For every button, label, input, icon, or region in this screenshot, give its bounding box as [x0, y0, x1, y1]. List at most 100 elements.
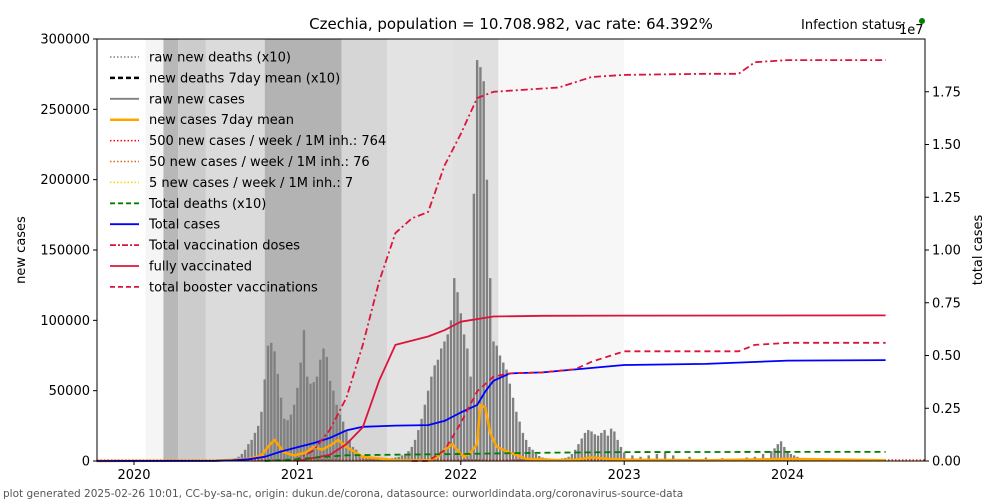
legend-entry: raw new cases: [149, 92, 245, 107]
bar-new-cases: [453, 278, 456, 461]
bar-new-cases: [449, 320, 453, 461]
bar-new-cases: [377, 459, 381, 461]
bar-new-cases: [328, 380, 332, 461]
bar-new-cases: [531, 449, 534, 461]
legend-entry: Total cases: [148, 218, 220, 233]
bar-new-cases: [616, 439, 619, 461]
bar-new-cases: [371, 458, 374, 461]
series-lines: [96, 59, 925, 463]
bar-new-cases: [283, 418, 286, 461]
bar-new-cases: [779, 441, 783, 461]
bar-new-cases: [364, 457, 368, 461]
x-tick-label: 2023: [608, 468, 641, 483]
bar-new-cases: [332, 390, 335, 461]
bar-new-cases: [351, 446, 355, 461]
bar-new-cases: [306, 376, 309, 461]
bar-new-cases: [443, 341, 446, 461]
bar-new-cases: [253, 432, 257, 461]
bar-new-cases: [587, 430, 590, 461]
bar-new-cases: [279, 397, 283, 461]
bar-new-cases: [358, 453, 361, 461]
y-right-tick-label: 0.25: [932, 402, 961, 417]
bar-new-cases: [518, 421, 521, 461]
infection-status-label: Infection status:: [801, 18, 906, 33]
bar-new-cases: [273, 351, 276, 461]
bar-new-cases: [420, 418, 423, 461]
series-total-deaths-x10-: [264, 450, 886, 462]
y-tick-label: 150000: [40, 244, 90, 259]
bar-new-cases: [524, 439, 528, 461]
bar-new-cases: [647, 455, 650, 461]
bar-new-cases: [688, 456, 691, 461]
right-axis-offset-label: 1e7: [899, 23, 924, 38]
bar-new-cases: [511, 397, 515, 461]
y-right-tick-label: 1.25: [932, 191, 961, 206]
x-tick-label: 2021: [281, 468, 314, 483]
y-right-tick-label: 0.75: [932, 296, 961, 311]
y-tick-label: 250000: [40, 103, 90, 118]
legend-entry: Total deaths (x10): [148, 197, 266, 212]
y-right-tick-label: 1.75: [932, 85, 961, 100]
bar-new-cases: [528, 446, 531, 461]
bar-new-cases: [596, 435, 600, 461]
bar-new-cases: [583, 432, 587, 461]
bar-new-cases: [266, 345, 270, 461]
y-right-tick-label: 0.50: [932, 349, 961, 364]
bar-new-cases: [619, 446, 623, 461]
x-tick-label: 2020: [117, 468, 150, 483]
y-axis-label: new cases: [14, 216, 29, 284]
bar-new-cases: [600, 432, 603, 461]
bar-new-cases: [609, 428, 613, 461]
bar-new-cases: [413, 439, 417, 461]
bar-new-cases: [498, 355, 502, 461]
y-right-tick-label: 1.50: [932, 138, 961, 153]
bar-new-cases: [469, 376, 472, 461]
bar-new-cases: [613, 431, 616, 461]
bar-new-cases: [400, 455, 404, 461]
x-tick-label: 2022: [444, 468, 477, 483]
bar-new-cases: [417, 430, 420, 461]
bar-new-cases: [492, 341, 495, 461]
bar-new-cases: [534, 453, 538, 461]
y-right-tick-label: 1.00: [932, 244, 961, 259]
series-new-cases-7day-mean: [96, 403, 886, 463]
bar-new-cases: [475, 60, 479, 461]
y-right-tick-label: 0.00: [932, 455, 961, 470]
background-band: [341, 39, 388, 461]
axes: 2020 2021 2022 2023 2024 0 50000 100000 150000 20…: [40, 33, 961, 484]
bar-new-cases: [397, 456, 400, 461]
bar-new-cases: [260, 411, 263, 461]
bar-new-cases: [374, 459, 378, 461]
bar-new-cases: [299, 362, 302, 461]
bar-new-cases: [789, 453, 793, 461]
bar-new-cases: [773, 448, 776, 461]
bar-new-cases: [247, 444, 250, 461]
bar-new-cases: [410, 446, 413, 461]
bar-new-cases: [341, 421, 345, 461]
bar-new-cases: [570, 453, 574, 461]
bar-new-cases: [312, 382, 315, 461]
bar-new-cases: [446, 334, 449, 461]
bar-new-cases: [286, 420, 289, 461]
bar-new-cases: [521, 432, 525, 461]
legend-entry: new cases 7day mean: [149, 113, 294, 128]
bar-new-cases: [459, 313, 462, 461]
bar-new-cases: [606, 435, 610, 461]
bar-new-cases: [786, 451, 789, 461]
background-band: [145, 39, 164, 461]
legend: raw new deaths (x10) new deaths 7day mean…: [110, 51, 386, 295]
infection-status-dot: [919, 18, 925, 24]
legend-entry: 5 new cases / week / 1M inh.: 7: [149, 176, 353, 191]
bar-new-cases: [319, 359, 322, 461]
bar-new-cases: [456, 292, 459, 461]
legend-entry: Total vaccination doses: [148, 239, 300, 254]
bar-new-cases: [348, 439, 351, 461]
bar-new-cases: [770, 451, 773, 461]
bar-new-cases: [325, 356, 329, 461]
bar-new-cases: [663, 452, 667, 461]
bar-new-cases: [495, 345, 498, 461]
bar-new-cases: [276, 373, 279, 461]
background-band: [163, 39, 179, 461]
bar-new-cases: [593, 434, 596, 461]
y-tick-label: 100000: [40, 314, 90, 329]
